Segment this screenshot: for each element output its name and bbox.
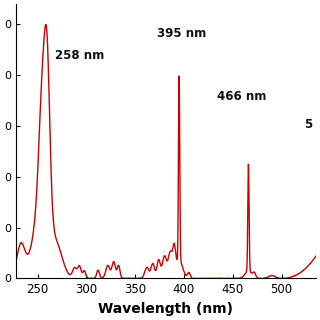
Text: 395 nm: 395 nm [157, 27, 206, 40]
Text: 258 nm: 258 nm [55, 49, 104, 62]
Text: 5: 5 [304, 117, 312, 131]
Text: 466 nm: 466 nm [217, 90, 266, 103]
X-axis label: Wavelength (nm): Wavelength (nm) [99, 302, 233, 316]
